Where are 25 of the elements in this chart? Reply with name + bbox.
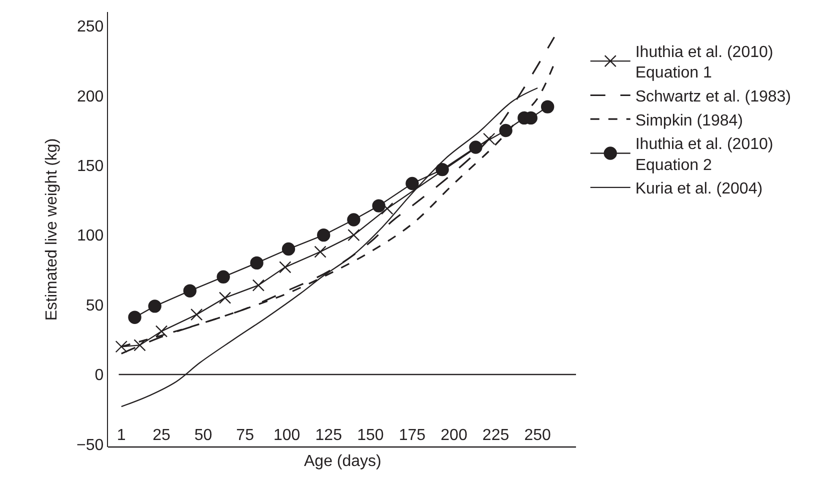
x-tick-label: 250 <box>524 427 552 444</box>
x-tick-label: 150 <box>357 427 384 444</box>
x-tick-label: 125 <box>315 427 342 444</box>
y-tick-label: 100 <box>76 228 104 245</box>
x-tick-label: 100 <box>273 427 300 444</box>
x-tick-label: 75 <box>236 427 254 444</box>
y-tick-label: −50 <box>76 436 104 454</box>
legend-label: Ihuthia et al. (2010) Equation 2 <box>635 136 774 174</box>
x-tick-label: 175 <box>398 427 426 444</box>
y-tick-label: 50 <box>86 297 104 314</box>
x-tick-label: 225 <box>482 427 510 444</box>
x-tick-label: 25 <box>152 427 170 444</box>
legend-label: Schwartz et al. (1983) <box>635 88 791 106</box>
legend-label: Kuria et al. (2004) <box>635 180 763 198</box>
y-tick-label: 250 <box>76 18 104 36</box>
y-tick-label: 200 <box>76 88 104 106</box>
x-tick-label: 50 <box>194 427 212 444</box>
legend-label: Simpkin (1984) <box>635 112 743 130</box>
x-tick-label: 1 <box>116 427 126 444</box>
x-tick-label: 200 <box>440 427 468 444</box>
legend-label: Ihuthia et al. (2010) Equation 1 <box>635 44 774 82</box>
x-axis-title: Age (days) <box>304 453 382 470</box>
y-axis-title: Estimated live weight (kg) <box>43 138 60 321</box>
y-tick-label: 150 <box>76 158 104 175</box>
y-tick-label: 0 <box>94 367 104 384</box>
